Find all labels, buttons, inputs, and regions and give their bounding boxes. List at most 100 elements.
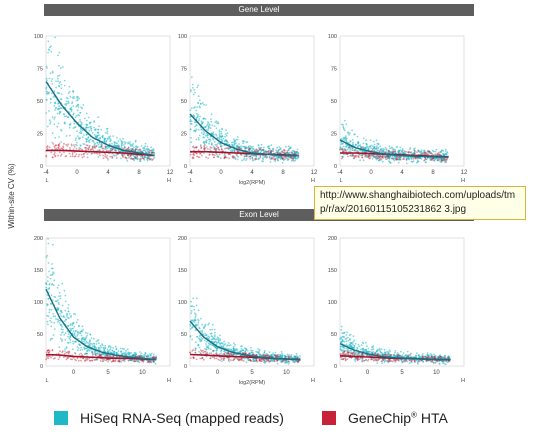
genechip-point [125,157,128,160]
hiseq-point [45,65,48,68]
hiseq-point [399,146,402,149]
hiseq-point [244,147,247,150]
hiseq-point [51,116,54,119]
hiseq-point [229,149,232,152]
hiseq-point [77,331,79,334]
hiseq-point [152,151,155,154]
genechip-point [138,158,141,161]
hiseq-point [219,135,221,137]
hiseq-point [349,140,352,143]
genechip-point [200,147,203,150]
hiseq-point [63,115,66,118]
genechip-point [100,145,103,148]
hiseq-point [202,129,205,132]
hiseq-point [54,102,57,105]
hiseq-point [256,150,258,153]
hiseq-point [268,351,271,354]
x-end-label-low: L [189,378,192,384]
genechip-point [193,146,196,149]
hiseq-point [95,135,98,138]
hiseq-point [63,113,65,115]
hiseq-point [223,340,226,343]
hiseq-point [426,352,429,354]
x-end-label-low: L [45,378,48,384]
hiseq-point [367,147,370,150]
hiseq-point [264,155,266,157]
hiseq-point [370,348,373,351]
hiseq-point [122,137,124,140]
hiseq-point [190,300,193,303]
genechip-point [264,151,267,153]
genechip-point [75,153,78,156]
genechip-point [109,149,112,152]
hiseq-point [53,123,56,126]
hiseq-point [211,328,214,331]
genechip-point [268,355,271,358]
hiseq-point [213,140,216,143]
genechip-point [232,157,235,159]
genechip-point [266,151,269,153]
hiseq-point [193,305,195,308]
hiseq-point [239,147,242,149]
genechip-point [284,158,286,161]
genechip-point [131,148,134,150]
genechip-point [275,355,278,358]
hiseq-point [195,109,198,112]
y-tick-label: 100 [178,300,187,306]
hiseq-point [46,280,49,282]
y-tick-label: 0 [184,164,187,170]
hiseq-point [115,154,118,157]
hiseq-point [348,142,351,144]
hiseq-point [84,331,87,334]
hiseq-point [256,149,258,151]
hiseq-point [93,126,95,129]
hiseq-point [194,121,196,124]
hiseq-point [81,107,84,110]
hiseq-point [199,340,202,343]
hiseq-point [277,149,280,152]
hiseq-point [72,342,75,345]
hiseq-point [226,345,228,347]
hiseq-point [434,158,437,161]
genechip-point [69,147,71,149]
hiseq-point [47,297,50,300]
genechip-point [46,357,48,359]
hiseq-point [417,160,420,163]
genechip-point [255,353,258,356]
genechip-point [114,149,116,152]
genechip-point [291,157,293,160]
hiseq-point [280,156,282,158]
genechip-point [443,159,446,162]
genechip-point [417,150,420,153]
hiseq-point [75,115,78,117]
hiseq-point [215,134,218,137]
hiseq-point [90,152,93,155]
hiseq-point [339,146,342,148]
genechip-point [284,149,286,152]
genechip-point [248,149,251,151]
genechip-point [84,147,87,149]
hiseq-point [64,350,66,352]
genechip-point [127,359,130,362]
hiseq-point [144,142,147,145]
hiseq-point [422,361,425,363]
hiseq-point [204,140,207,143]
hiseq-point [50,50,53,53]
hiseq-point [411,152,414,155]
genechip-point [365,154,368,157]
hiseq-point [130,149,133,151]
hiseq-point [92,141,95,144]
genechip-point [127,146,130,149]
genechip-point [293,150,296,153]
hiseq-point [84,353,86,356]
genechip-point [151,159,154,162]
hiseq-point [125,349,127,352]
genechip-point [134,150,137,153]
genechip-point [344,149,347,151]
genechip-point [272,155,275,158]
hiseq-point [89,339,91,341]
hiseq-point [375,139,378,142]
genechip-point [394,150,396,153]
genechip-point [129,155,132,157]
hiseq-point [67,307,69,310]
